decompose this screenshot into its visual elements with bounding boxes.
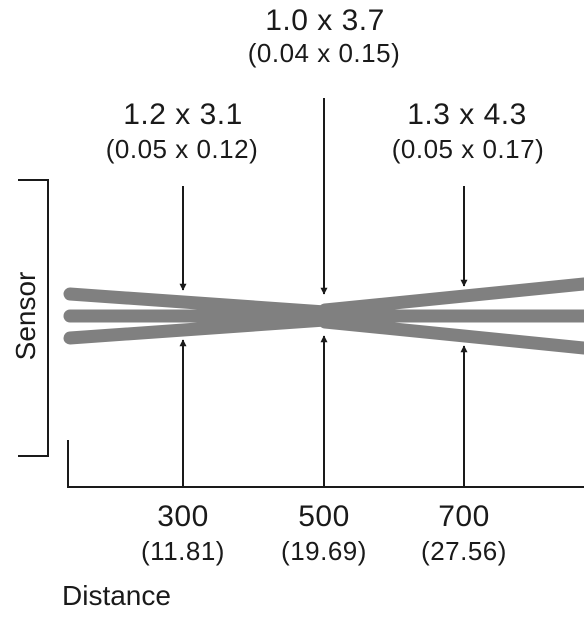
spot-size-300-in: (0.05 x 0.12)	[105, 134, 259, 164]
beam-upper-diverging	[318, 277, 584, 317]
spot-size-700-mm: 1.3 x 4.3	[407, 98, 527, 131]
distance-tick-700-in: (27.56)	[421, 536, 507, 566]
beam-lower	[63, 313, 332, 345]
distance-tick-300-mm: 300	[157, 500, 209, 533]
sensor-label: Sensor	[10, 271, 41, 361]
beam-lower-diverging	[318, 315, 584, 355]
distance-tick-500-mm: 500	[298, 500, 350, 533]
distance-tick-300-in: (11.81)	[141, 536, 225, 566]
spot-size-700-in: (0.05 x 0.17)	[391, 134, 545, 164]
distance-tick-700-mm: 700	[438, 500, 490, 533]
sensor-bracket	[18, 179, 49, 457]
distance-tick-500-in: (19.69)	[281, 536, 367, 566]
beam-upper	[63, 287, 332, 319]
spot-size-500-mm: 1.0 x 3.7	[265, 4, 385, 37]
bottom-arrows	[179, 335, 468, 487]
laser-beams	[63, 277, 584, 355]
spot-size-500-in: (0.04 x 0.15)	[247, 38, 401, 68]
spot-size-300-mm: 1.2 x 3.1	[123, 98, 243, 131]
distance-label: Distance	[62, 580, 171, 611]
distance-axis	[67, 440, 584, 488]
top-arrows	[179, 98, 468, 295]
